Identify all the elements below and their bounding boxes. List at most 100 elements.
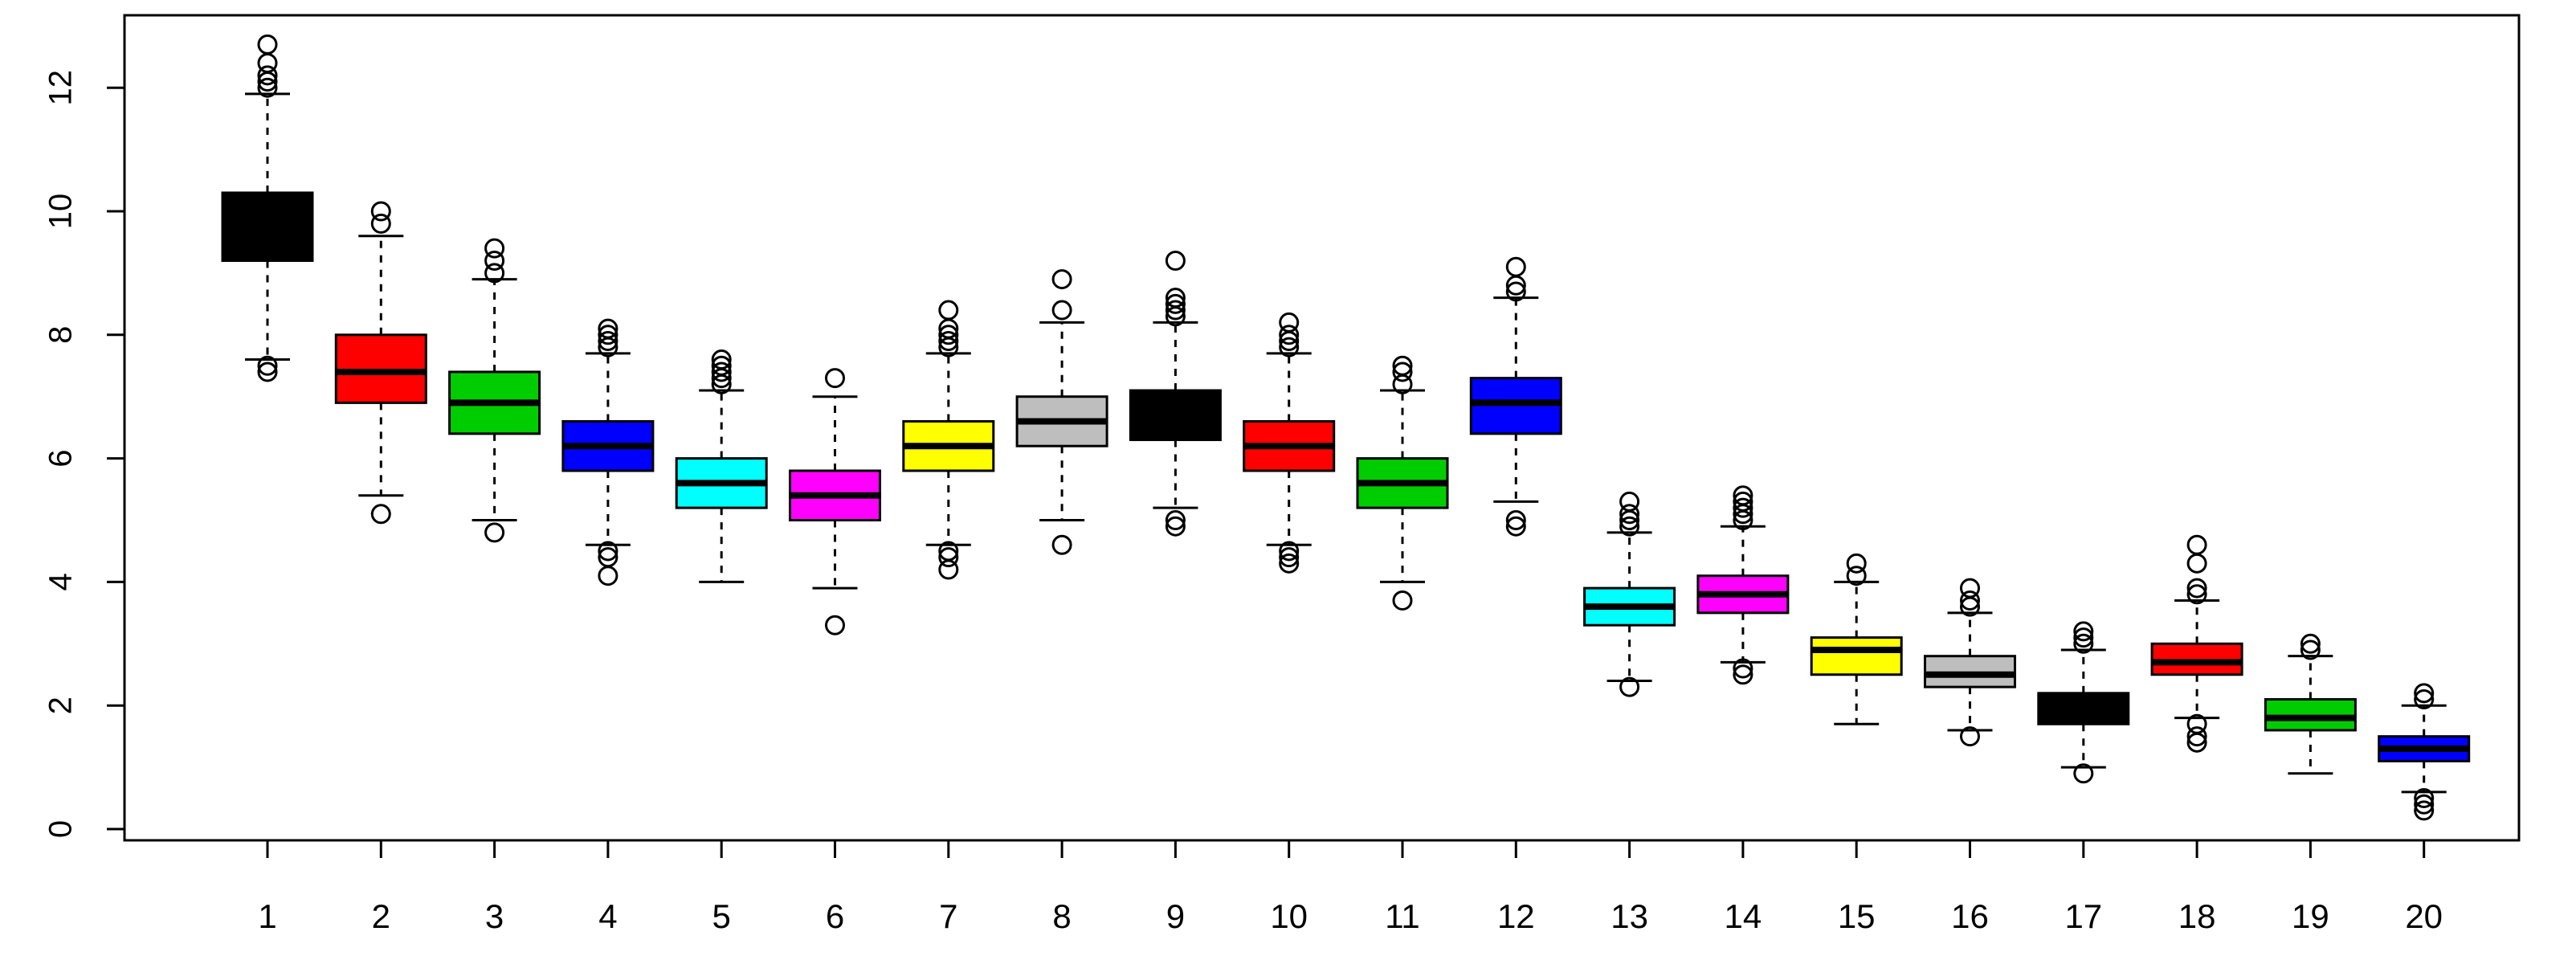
x-tick-label: 20 [2405,897,2443,935]
box-group-20 [2378,683,2471,821]
outlier-point [1733,491,1753,512]
box-group-6 [789,368,881,635]
x-tick-label: 12 [1497,897,1535,935]
outlier-point [1960,578,1980,599]
outlier-point [1165,288,1186,308]
outlier-point [2300,633,2321,654]
x-tick-label: 8 [1052,897,1071,935]
outlier-point [598,330,618,351]
outlier-point [938,541,959,562]
x-tick-label: 9 [1166,897,1185,935]
outlier-point [1619,504,1640,525]
x-tick-label: 5 [712,897,731,935]
outlier-point [1846,566,1867,586]
outlier-point [598,547,618,568]
outlier-point [2414,800,2435,821]
outlier-point [484,251,505,272]
x-tick-label: 15 [1838,897,1876,935]
box-iqr [1810,636,1903,676]
outlier-point [825,615,845,635]
outlier-point [1051,534,1072,555]
x-tick-label: 13 [1611,897,1648,935]
y-tick-label: 6 [43,449,79,467]
x-tick-label: 16 [1951,897,1989,935]
x-axis: 1 2 3 4 5 6 7 8 9 10 11 12 13 14 15 16 17 18 19 20 [258,839,2443,935]
outlier-point [370,504,391,525]
y-tick-label: 2 [43,697,79,714]
outlier-point [1505,510,1526,530]
outlier-point [2186,553,2207,574]
outlier-point [2073,763,2094,784]
box-group-14 [1696,485,1790,685]
outlier-point [484,238,505,259]
outlier-point [370,201,391,222]
outlier-point [2414,788,2435,809]
outlier-point [2186,726,2207,747]
outlier-point [1733,658,1753,679]
y-axis: 0 2 4 6 8 10 12 [43,70,126,838]
outlier-point [2414,689,2435,710]
outlier-point [257,355,278,376]
outlier-point [2073,633,2094,654]
outlier-point [1279,541,1300,562]
outlier-point [1505,516,1526,537]
outlier-point [1846,553,1867,574]
outlier-point [1619,516,1640,537]
outlier-point [1392,355,1413,376]
box-group-18 [2150,534,2243,753]
x-tick-label: 6 [826,897,844,935]
outlier-point [257,34,278,55]
x-tick-label: 11 [1385,897,1420,935]
boxes [221,34,2471,821]
outlier-point [711,362,732,382]
outlier-point [257,65,278,86]
outlier-point [484,263,505,284]
outlier-point [1279,547,1300,568]
outlier-point [370,213,391,234]
x-tick-label: 1 [258,897,276,935]
outlier-point [257,77,278,98]
outlier-point [2186,578,2207,599]
box-group-15 [1810,553,1903,725]
outlier-point [1392,590,1413,611]
y-tick-label: 4 [43,573,79,590]
x-tick-label: 7 [939,897,957,935]
outlier-point [1733,664,1753,685]
outlier-point [825,368,845,389]
y-tick-label: 8 [43,326,79,344]
box-group-16 [1924,578,2016,747]
outlier-point [2186,584,2207,605]
outlier-point [2300,639,2321,660]
outlier-point [1279,337,1300,357]
x-tick-label: 17 [2064,897,2102,935]
outlier-point [2186,713,2207,734]
outlier-point [1960,726,1980,747]
outlier-point [1619,676,1640,697]
outlier-point [598,325,618,345]
box-group-4 [561,318,655,586]
outlier-point [1505,256,1526,277]
outlier-point [2414,794,2435,815]
outlier-point [484,522,505,543]
box-group-1 [221,34,314,382]
outlier-point [711,349,732,370]
outlier-point [1733,497,1753,518]
outlier-point [2073,621,2094,642]
y-tick-label: 10 [43,194,79,230]
box-group-13 [1583,491,1676,697]
box-group-2 [334,201,427,525]
outlier-point [1051,269,1072,290]
box-group-9 [1129,251,1222,537]
box-group-19 [2264,633,2357,775]
outlier-point [938,547,959,568]
box-group-8 [1015,269,1108,555]
x-tick-label: 19 [2292,897,2329,935]
outlier-point [1733,485,1753,506]
outlier-point [1165,251,1186,272]
outlier-point [2073,627,2094,648]
y-tick-label: 0 [43,820,79,838]
x-tick-label: 3 [485,897,504,935]
outlier-point [1165,293,1186,314]
outlier-point [598,541,618,562]
